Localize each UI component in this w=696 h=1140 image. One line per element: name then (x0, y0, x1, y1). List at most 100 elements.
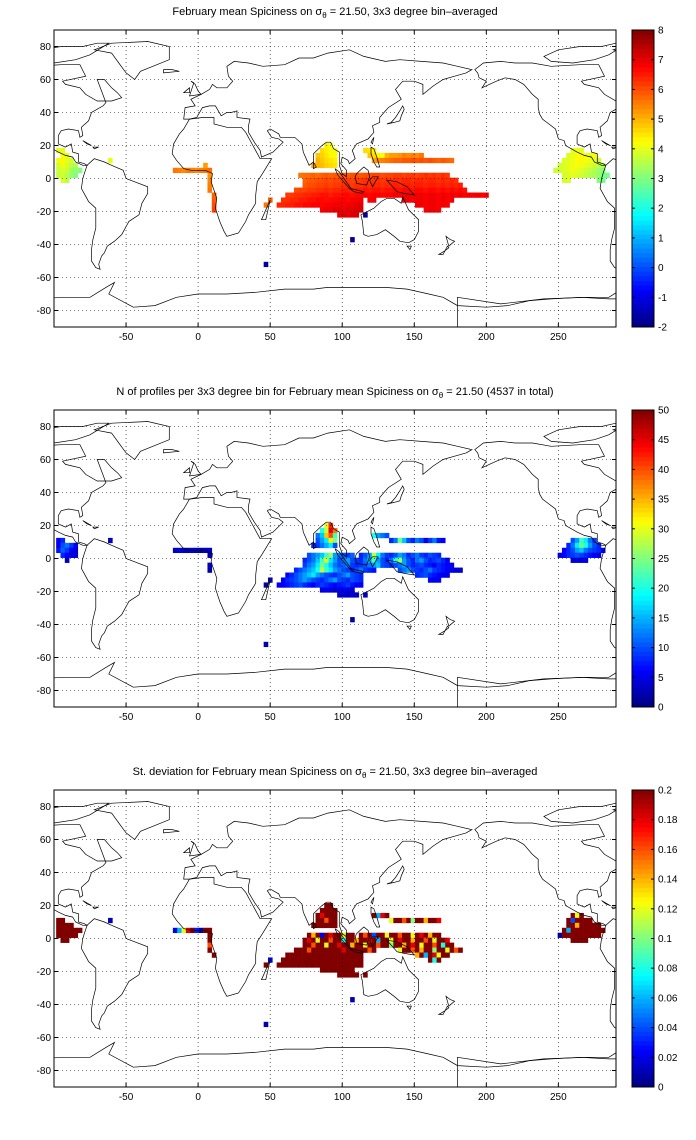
coastline (445, 995, 456, 1007)
bin-cell (211, 197, 217, 203)
bin-cell (358, 557, 364, 563)
coastline (385, 939, 416, 956)
bin-cell (453, 947, 459, 953)
profile-count-title: N of profiles per 3x3 degree bin for Feb… (54, 386, 616, 400)
bin-cell (69, 167, 74, 174)
bin-cell (397, 192, 403, 198)
map-area (54, 421, 616, 707)
bin-cell (561, 157, 567, 164)
spiciness-title-pre: February mean Spiciness on σ (172, 6, 323, 18)
bin-cell (367, 552, 373, 558)
bin-cell (363, 192, 368, 198)
bin-cell (354, 562, 360, 568)
bin-cell (285, 192, 290, 198)
x-tick-label: 100 (334, 332, 351, 343)
bin-cell (108, 157, 113, 164)
bin-cell (350, 177, 355, 183)
bin-cell (341, 567, 347, 573)
y-tick-label: -60 (37, 1033, 52, 1044)
bin-cell (289, 957, 295, 963)
bin-cell (319, 957, 325, 963)
bin-cell (60, 157, 66, 164)
bin-cell (367, 192, 373, 198)
bin-cell (414, 537, 420, 544)
bin-cell (60, 927, 66, 934)
bin-cell (298, 202, 303, 208)
bin-cell (410, 562, 416, 568)
bin-cell (579, 542, 584, 549)
bin-cell (285, 957, 290, 963)
bin-cell (324, 907, 329, 914)
bin-cell (345, 182, 351, 188)
bin-cell (69, 162, 74, 169)
bin-cell (574, 932, 580, 938)
bin-cell (319, 197, 325, 203)
colorbar: 8 7 6 5 4 3 2 1 0 -1 -2 (631, 26, 667, 334)
bin-cell (414, 557, 420, 563)
bin-cell (328, 962, 334, 968)
bin-cell (427, 157, 433, 164)
bin-cell (440, 192, 446, 198)
bin-cell (389, 917, 394, 924)
coastline (474, 61, 616, 166)
bin-cell (311, 562, 316, 568)
bin-cell (384, 182, 390, 188)
bin-cell (211, 202, 217, 208)
bin-cell (384, 932, 390, 938)
bin-cell (64, 547, 70, 554)
bin-cell (419, 562, 424, 568)
bin-cell (406, 947, 411, 953)
bin-cell (596, 927, 602, 934)
bin-cell (319, 177, 325, 183)
bin-cell (423, 537, 429, 544)
bin-cell (406, 917, 411, 924)
bin-cell (319, 552, 325, 558)
bin-cell (350, 932, 355, 938)
bin-cell (64, 172, 70, 178)
bin-cell (380, 552, 386, 558)
bin-cell (410, 157, 416, 164)
bin-cell (341, 172, 347, 178)
bin-cell (376, 187, 381, 193)
bin-cell (367, 152, 373, 159)
y-tick-label: -60 (37, 273, 52, 284)
bin-cell (358, 202, 364, 208)
bin-cell (311, 962, 316, 968)
x-tick-label: 50 (265, 332, 277, 343)
colorbar-tick-label: 0 (658, 703, 664, 714)
bin-cell (315, 922, 321, 929)
coastline (183, 429, 473, 558)
bin-cell (337, 202, 342, 208)
bin-cell (319, 532, 325, 539)
bin-cell (324, 187, 329, 193)
bin-cell (406, 172, 411, 178)
profile-count-title-pre: N of profiles per 3x3 degree bin for Feb… (116, 386, 439, 398)
bin-cell (285, 202, 290, 208)
bin-cell (358, 962, 364, 968)
bin-cell (207, 552, 213, 558)
coastline (260, 199, 271, 221)
bin-cell (436, 192, 442, 198)
bin-cell (574, 172, 580, 178)
coastline (682, 830, 696, 833)
bin-cell (315, 932, 321, 938)
bin-cell (367, 932, 373, 938)
bin-cell (289, 582, 295, 588)
bin-cell (570, 542, 576, 549)
bin-cell (432, 537, 437, 544)
bin-cell (371, 172, 377, 178)
bin-cell (341, 562, 347, 568)
bin-cell (376, 182, 381, 188)
bin-cell (207, 927, 213, 934)
bin-cell (363, 947, 368, 953)
bin-cell (423, 192, 429, 198)
bin-cell (436, 552, 442, 558)
bin-cell (263, 962, 269, 968)
bin-cell (289, 577, 295, 583)
bin-cell (397, 552, 403, 558)
bin-cell (427, 952, 433, 958)
bin-cell (561, 932, 567, 938)
coastline (369, 176, 379, 188)
bin-cell (341, 182, 347, 188)
bin-cell (332, 542, 338, 549)
